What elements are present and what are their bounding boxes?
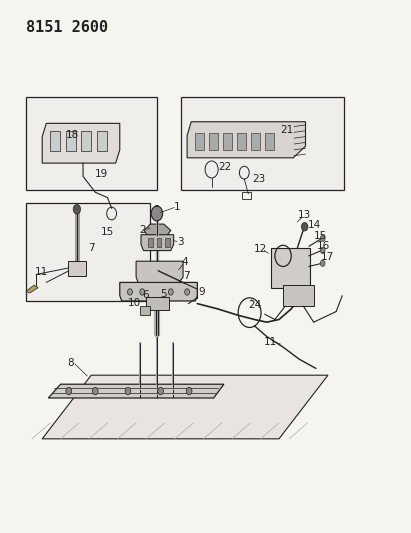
Text: 4: 4 <box>182 257 188 267</box>
Bar <box>81 131 91 151</box>
Bar <box>242 192 251 199</box>
Text: 22: 22 <box>219 162 232 172</box>
Text: 13: 13 <box>298 209 311 220</box>
Bar <box>68 261 86 276</box>
Bar <box>51 131 60 151</box>
Circle shape <box>92 387 98 395</box>
Circle shape <box>169 289 173 295</box>
Bar <box>271 248 309 288</box>
Bar <box>251 133 260 150</box>
Polygon shape <box>26 285 38 293</box>
Text: 10: 10 <box>127 297 141 308</box>
Bar <box>157 238 162 247</box>
Circle shape <box>158 387 164 395</box>
Bar <box>165 238 170 247</box>
Text: 19: 19 <box>95 169 108 179</box>
Polygon shape <box>42 123 120 163</box>
Circle shape <box>185 289 189 295</box>
Text: 9: 9 <box>198 287 205 297</box>
Circle shape <box>320 260 325 266</box>
Bar <box>195 133 204 150</box>
Polygon shape <box>42 375 328 439</box>
Polygon shape <box>187 122 305 158</box>
Text: 21: 21 <box>281 125 294 135</box>
Circle shape <box>127 289 132 295</box>
Text: 5: 5 <box>161 289 167 299</box>
Circle shape <box>301 222 308 231</box>
Text: 24: 24 <box>248 300 261 310</box>
Bar <box>26 203 150 301</box>
Circle shape <box>66 387 72 395</box>
Circle shape <box>140 289 145 295</box>
Text: 17: 17 <box>321 252 334 262</box>
Text: 14: 14 <box>308 220 321 230</box>
Polygon shape <box>136 261 183 282</box>
Bar <box>265 133 274 150</box>
Circle shape <box>125 387 131 395</box>
Bar <box>209 133 218 150</box>
Bar <box>140 306 150 316</box>
Text: 3: 3 <box>177 237 183 247</box>
Polygon shape <box>144 224 171 236</box>
Bar <box>146 297 169 310</box>
Bar <box>26 97 157 190</box>
Polygon shape <box>48 384 224 398</box>
Circle shape <box>151 206 163 221</box>
Text: 23: 23 <box>252 174 265 184</box>
Text: 15: 15 <box>314 231 327 241</box>
Text: 8: 8 <box>67 358 74 368</box>
Text: 12: 12 <box>254 244 267 254</box>
Bar <box>97 131 107 151</box>
Text: 8151 2600: 8151 2600 <box>26 20 108 35</box>
Text: 11: 11 <box>264 337 277 347</box>
Polygon shape <box>120 282 197 301</box>
Circle shape <box>320 247 325 254</box>
Text: 7: 7 <box>88 243 95 253</box>
Text: 2: 2 <box>139 225 145 236</box>
Circle shape <box>73 205 81 214</box>
Circle shape <box>186 387 192 395</box>
Bar <box>283 285 314 306</box>
Bar <box>237 133 246 150</box>
Text: 1: 1 <box>173 201 180 212</box>
Text: 16: 16 <box>317 241 330 252</box>
Polygon shape <box>141 235 174 251</box>
Text: 11: 11 <box>35 267 48 277</box>
Bar <box>181 97 344 190</box>
Text: 15: 15 <box>101 227 114 237</box>
Circle shape <box>320 235 325 241</box>
Bar <box>148 238 153 247</box>
Text: 6: 6 <box>142 289 148 300</box>
Text: 7: 7 <box>183 271 189 280</box>
Bar <box>66 131 76 151</box>
Text: 18: 18 <box>66 130 79 140</box>
Bar <box>223 133 232 150</box>
